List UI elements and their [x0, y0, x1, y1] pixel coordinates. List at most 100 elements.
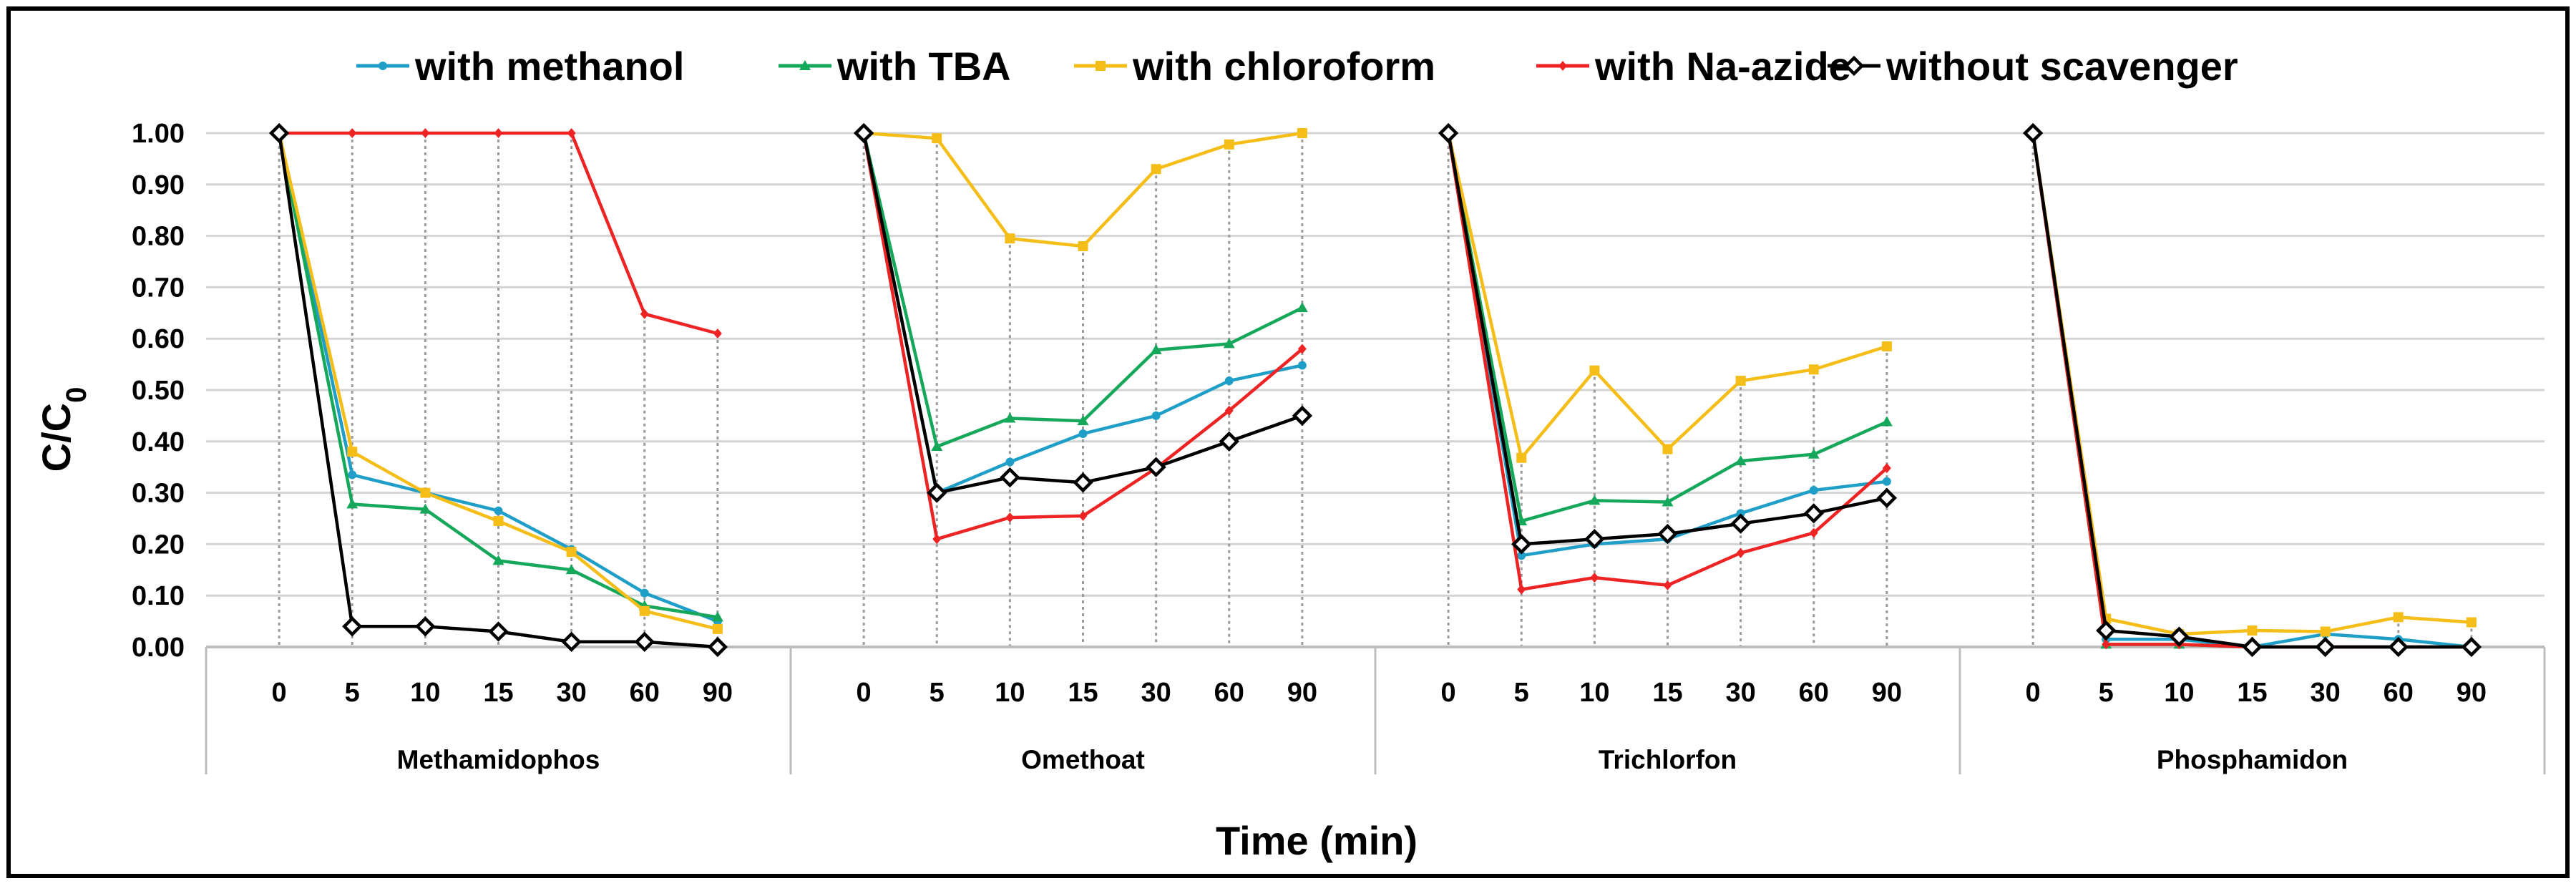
legend-label: with chloroform [1132, 44, 1435, 89]
data-point [634, 631, 655, 653]
x-tick-label: 90 [1872, 678, 1902, 708]
data-point [1662, 496, 1674, 507]
data-point [1876, 487, 1898, 508]
data-point [1736, 547, 1745, 558]
data-point [342, 616, 363, 637]
data-point [713, 328, 722, 339]
data-point [1517, 584, 1526, 595]
data-point [1151, 164, 1161, 175]
x-axis-title: Time (min) [1216, 818, 1418, 863]
x-tick-label: 30 [2310, 678, 2340, 708]
data-point [639, 605, 650, 616]
x-tick-label: 30 [1725, 678, 1755, 708]
x-tick-label: 15 [483, 678, 513, 708]
legend-marker [1096, 61, 1106, 71]
data-point [1882, 477, 1891, 486]
data-point [1292, 405, 1313, 427]
data-point [1224, 376, 1234, 386]
data-point [1584, 529, 1605, 550]
y-axis-title-text: C/C [34, 403, 79, 472]
data-point [1517, 551, 1526, 560]
data-point [1589, 365, 1600, 376]
legend-label: with Na-azide [1594, 44, 1851, 89]
data-point [1809, 527, 1818, 538]
data-point [932, 534, 942, 545]
group-label: Trichlorfon [1599, 745, 1737, 774]
y-tick-label: 0.40 [132, 427, 185, 457]
data-point [494, 506, 503, 515]
x-tick-label: 5 [1514, 678, 1529, 708]
data-point [2320, 626, 2331, 637]
data-point [1807, 448, 1820, 459]
data-point [1663, 580, 1672, 590]
x-tick-label: 5 [345, 678, 360, 708]
data-point [1219, 431, 1239, 452]
data-point [566, 547, 577, 558]
data-point [1078, 240, 1088, 251]
data-point [1297, 344, 1307, 354]
x-tick-label: 0 [1441, 678, 1456, 708]
data-point [2393, 612, 2404, 623]
data-point [1224, 405, 1234, 416]
y-tick-label: 0.10 [132, 581, 185, 611]
data-point [1808, 364, 1819, 375]
data-point [1005, 457, 1015, 467]
data-point [2247, 625, 2258, 636]
data-point [493, 516, 504, 527]
x-tick-label: 10 [995, 678, 1025, 708]
legend-marker [799, 60, 811, 70]
data-point [1005, 512, 1015, 523]
data-point [1297, 361, 1307, 370]
x-tick-label: 90 [703, 678, 733, 708]
data-point [488, 621, 509, 642]
data-point [932, 133, 942, 144]
data-point [1146, 457, 1166, 477]
data-point [1590, 573, 1599, 583]
group-label: Omethoat [1021, 745, 1145, 774]
data-point [640, 588, 649, 598]
data-point [1657, 523, 1678, 545]
y-tick-label: 0.00 [132, 633, 185, 663]
x-tick-label: 0 [272, 678, 287, 708]
legend-marker [379, 62, 387, 70]
y-tick-label: 0.80 [132, 222, 185, 252]
data-point [420, 487, 431, 498]
data-point [1735, 455, 1747, 466]
data-point [2169, 626, 2190, 647]
data-point [268, 122, 290, 144]
x-tick-label: 5 [930, 678, 945, 708]
y-tick-label: 0.30 [132, 479, 185, 509]
x-tick-label: 15 [1652, 678, 1682, 708]
x-tick-label: 0 [2026, 678, 2041, 708]
y-tick-label: 0.70 [132, 273, 185, 303]
data-point [1511, 534, 1532, 555]
gridlines: 1.00 0.90 0.80 0.70 0.60 0.50 0.40 0.30 0.20 0.10… [132, 119, 2545, 663]
data-point [1516, 452, 1527, 463]
x-tick-label: 0 [857, 678, 872, 708]
data-point [853, 122, 874, 144]
data-point [927, 482, 947, 503]
legend-marker [1843, 55, 1865, 77]
data-point [1004, 412, 1016, 423]
data-point [711, 611, 723, 622]
y-tick-label: 0.50 [132, 376, 185, 406]
data-point [1438, 122, 1459, 144]
data-point [707, 636, 728, 658]
x-tick-label: 30 [556, 678, 586, 708]
data-point [1730, 513, 1751, 534]
data-point [1078, 510, 1088, 521]
x-tick-label: 10 [1579, 678, 1609, 708]
x-tick-label: 30 [1141, 678, 1171, 708]
data-point [1077, 415, 1089, 426]
y-tick-label: 0.60 [132, 324, 185, 354]
data-point [1000, 467, 1020, 488]
data-point [1589, 495, 1601, 505]
data-point [1078, 429, 1088, 439]
data-point [419, 503, 431, 514]
data-point [931, 440, 943, 451]
x-tick-label: 60 [630, 678, 660, 708]
data-point [712, 623, 723, 634]
y-tick-label: 1.00 [132, 119, 185, 149]
data-point [1297, 128, 1307, 138]
